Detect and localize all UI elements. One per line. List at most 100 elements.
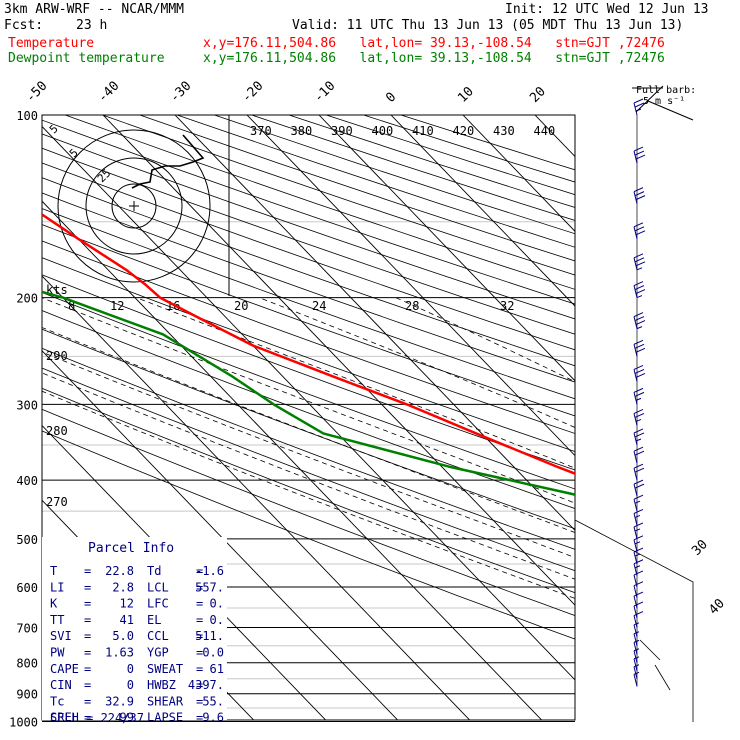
hodograph-speed-label: 8 bbox=[68, 299, 75, 313]
theta-label: 440 bbox=[534, 124, 556, 138]
parcel-eq: = bbox=[84, 711, 91, 725]
wind-barb bbox=[633, 428, 645, 446]
dry-adiabat-390 bbox=[42, 177, 575, 367]
isotherm-40 bbox=[679, 115, 740, 722]
theta-label: 430 bbox=[493, 124, 515, 138]
dewpoint-legend: Dewpoint temperature bbox=[8, 51, 165, 66]
isotherm-10 bbox=[462, 115, 575, 232]
wind-barb-shape bbox=[633, 522, 644, 540]
isotherm-30 bbox=[607, 115, 740, 722]
wind-barb-shape bbox=[633, 479, 645, 497]
parcel-key: LFC bbox=[147, 597, 169, 611]
pressure-tick-label: 500 bbox=[16, 533, 38, 547]
parcel-key: K bbox=[50, 597, 58, 611]
isotherm-label: 40 bbox=[706, 596, 728, 618]
parcel-eq: = bbox=[84, 646, 91, 660]
wind-barb-shape bbox=[633, 222, 646, 239]
isotherm--90 bbox=[42, 424, 327, 720]
pressure-tick-label: 900 bbox=[16, 688, 38, 702]
isotherm--70 bbox=[42, 275, 471, 720]
parcel-key: YGP bbox=[147, 646, 169, 660]
parcel-value: 5.0 bbox=[112, 629, 134, 643]
wind-barb bbox=[633, 364, 646, 382]
parcel-value: 0 bbox=[127, 662, 134, 676]
parcel-value: 0 bbox=[127, 678, 134, 692]
theta-low-label: 270 bbox=[46, 495, 68, 509]
parcel-key: Tc bbox=[50, 694, 64, 708]
parcel-key: TT bbox=[50, 613, 64, 627]
parcel-value: 557. bbox=[195, 580, 224, 594]
parcel-key: LAPSE bbox=[147, 711, 183, 725]
wind-barb-shape bbox=[633, 601, 644, 619]
theta-low-label: 290 bbox=[46, 349, 68, 363]
wind-barb-shape bbox=[633, 671, 640, 687]
hodograph-ring bbox=[111, 183, 157, 229]
parcel-value: 0. bbox=[210, 613, 224, 627]
theta-low-label: 280 bbox=[46, 424, 68, 438]
isotherm-label: -20 bbox=[239, 79, 266, 106]
wind-barb bbox=[633, 522, 644, 540]
moist-adiabat--10 bbox=[42, 390, 575, 599]
parcel-value: 99 bbox=[120, 711, 134, 725]
parcel-key: SWEAT bbox=[147, 662, 183, 676]
theta-label: 380 bbox=[291, 124, 313, 138]
wind-barb-shape bbox=[633, 463, 645, 481]
barb-legend-units: 5 m s⁻¹ bbox=[643, 96, 685, 107]
dry-adiabat-470 bbox=[176, 115, 575, 248]
wind-barb bbox=[633, 601, 644, 619]
parcel-value: 61 bbox=[210, 662, 224, 676]
wind-barb bbox=[633, 591, 644, 609]
wind-barb-column bbox=[574, 85, 694, 722]
wind-barb-shape bbox=[633, 648, 640, 663]
wind-barb bbox=[633, 664, 640, 679]
wind-barb-shape bbox=[633, 98, 645, 116]
parcel-value: 55. bbox=[202, 694, 224, 708]
dry-adiabat-280 bbox=[42, 367, 575, 572]
isotherm--80 bbox=[42, 350, 399, 720]
theta-label: 420 bbox=[453, 124, 475, 138]
parcel-eq: = bbox=[84, 613, 91, 627]
isotherm-label: -50 bbox=[23, 79, 50, 106]
wind-barb-shape bbox=[633, 591, 644, 609]
theta-label: 410 bbox=[412, 124, 434, 138]
wind-barb-shape bbox=[633, 639, 640, 655]
wind-barb-shape bbox=[633, 253, 646, 271]
hodograph-speed-label: 20 bbox=[234, 299, 248, 313]
wind-barb bbox=[633, 463, 645, 481]
parcel-value: 4397. bbox=[188, 678, 224, 692]
wind-barb bbox=[633, 339, 646, 357]
hodograph-ring bbox=[57, 129, 211, 283]
parcel-eq: = bbox=[196, 597, 203, 611]
valid-time: Valid: 11 UTC Thu 13 Jun 13 (05 MDT Thu … bbox=[292, 18, 684, 33]
wind-barb-shape bbox=[633, 631, 640, 646]
isotherm--60 bbox=[42, 200, 543, 720]
parcel-eq: = bbox=[196, 678, 203, 692]
wind-barb-shape bbox=[633, 656, 640, 671]
moist-adiabat-20 bbox=[136, 297, 575, 469]
parcel-value: 32.9 bbox=[105, 694, 134, 708]
wind-barb bbox=[633, 581, 644, 598]
dry-adiabat-370 bbox=[42, 208, 575, 400]
parcel-value: 22.8 bbox=[105, 564, 134, 578]
wind-barb bbox=[633, 639, 640, 655]
parcel-value: 12 bbox=[120, 597, 134, 611]
wind-barb-shape bbox=[633, 535, 644, 552]
wind-barb-shape bbox=[633, 570, 644, 588]
wind-barb-shape bbox=[633, 146, 646, 164]
wind-barb-shape bbox=[633, 428, 645, 446]
dry-adiabat-380 bbox=[42, 192, 575, 383]
dry-adiabat-330 bbox=[42, 274, 575, 471]
pressure-tick-label: 400 bbox=[16, 474, 38, 488]
wind-barb-shape bbox=[633, 364, 646, 382]
wind-barb-shape bbox=[633, 611, 644, 628]
moist-adiabat--4 bbox=[42, 372, 575, 580]
parcel-eq: = bbox=[84, 564, 91, 578]
parcel-eq: = bbox=[84, 580, 91, 594]
wind-barb bbox=[633, 656, 640, 671]
barb-legend-staff bbox=[635, 85, 664, 113]
wind-barb bbox=[633, 98, 645, 116]
barb-legend-icon bbox=[632, 87, 694, 121]
dry-adiabat-350 bbox=[42, 240, 575, 434]
temperature-legend: Temperature bbox=[8, 36, 95, 51]
parcel-key: Td bbox=[147, 564, 161, 578]
